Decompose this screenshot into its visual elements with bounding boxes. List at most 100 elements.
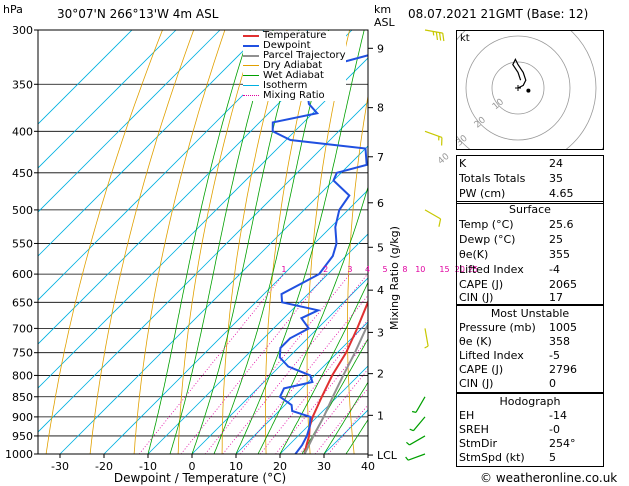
hodo-key: StmDir [459,437,498,450]
mixing-ratio-label: 8 [402,265,407,274]
dry-adiabat-line [306,30,350,454]
wind-barb-flag [409,428,414,432]
hodo-row: SREH -0 [456,423,604,438]
unstable-value: -5 [549,349,560,362]
surface-value: 25 [549,233,563,246]
unstable-value: 2796 [549,363,577,376]
legend-item: Dewpoint [243,41,346,51]
wind-barb-flag [405,456,409,461]
mixing-ratio-label: 10 [415,265,425,274]
unstable-value: 358 [549,335,570,348]
hodograph-title: Hodograph [499,395,561,408]
legend-swatch [243,35,259,37]
legend-item: Isotherm [243,81,346,91]
km-tick-label: 7 [377,151,384,164]
pressure-tick-label: 850 [12,391,33,404]
mixing-ratio-line [180,273,327,454]
dry-adiabat-line [221,30,288,454]
wet-adiabat-line [213,30,330,454]
legend-label: Temperature [263,30,327,41]
mixing-ratio-line [138,273,285,454]
index-value: 35 [549,172,563,185]
hodograph-ring-label: 40 [436,152,451,167]
mixing-ratio-label: 3 [347,265,352,274]
x-tick-label: 0 [189,460,196,473]
x-tick-label: 40 [361,460,375,473]
legend-swatch [243,75,259,76]
wind-barb-flag [438,32,442,41]
hodo-value: -14 [549,409,567,422]
dry-adiabat-line [133,30,226,454]
hodograph-panel [456,30,604,150]
unstable-row: Pressure (mb) 1005 [456,321,604,336]
isotherm-line [38,30,221,213]
wet-adiabat-line [279,281,368,454]
x-tick-label: 10 [229,460,243,473]
x-tick-label: -30 [51,460,69,473]
hodo-key: StmSpd (kt) [459,451,525,464]
mixing-ratio-label: 4 [365,265,370,274]
wet-adiabat-line [191,30,300,454]
surface-value: 17 [549,291,563,304]
mixing-ratio-line [240,294,368,454]
series-dewpoint [271,54,368,454]
x-tick-label: -10 [139,460,157,473]
dry-adiabat-line [265,30,319,454]
most-unstable-box [456,305,604,393]
pressure-tick-label: 700 [12,322,33,335]
index-value: 24 [549,157,563,170]
unstable-row: θe (K) 358 [456,335,604,350]
dry-adiabat-line [177,30,257,454]
hodo-key: EH [459,409,475,422]
pressure-tick-label: 450 [12,167,33,180]
storm-motion-marker [526,88,531,93]
pressure-tick-label: 600 [12,268,33,281]
surface-value: 2065 [549,278,577,291]
hodograph-trace [512,58,527,89]
mixing-ratio-line [299,368,368,454]
isotherm-line [279,365,368,454]
pressure-tick-label: 650 [12,296,33,309]
hodograph-box [456,393,604,467]
x-axis-label: Dewpoint / Temperature (°C) [114,471,286,485]
hodo-key: SREH [459,423,489,436]
wind-barb-flag [435,31,439,41]
asl-label: ASL [374,16,396,29]
mixing-ratio-label: 25 [468,265,478,274]
pressure-tick-label: 500 [12,204,33,217]
index-key: K [459,157,467,170]
wet-adiabat-line [257,185,368,454]
legend-item: Dry Adiabat [243,61,346,71]
index-row: K 24 [456,157,604,172]
wet-adiabat-line [323,381,368,454]
unstable-row: CAPE (J) 2796 [456,363,604,378]
pressure-tick-label: 800 [12,369,33,382]
mixing-ratio-label: 2 [323,265,328,274]
wet-adiabat-line [147,30,251,454]
copyright-footer: © weatheronline.co.uk [480,471,617,485]
km-tick-label: 4 [377,284,384,297]
km-tick-label: 8 [377,102,384,115]
legend-swatch [243,85,259,86]
legend-label: Parcel Trajectory [263,50,346,61]
surface-value: -4 [549,263,560,276]
wind-barb [424,328,429,347]
surface-key: θe(K) [459,248,489,261]
surface-row: CIN (J) 17 [456,291,604,306]
surface-value: 355 [549,248,570,261]
legend-swatch [243,65,259,66]
wind-barb-flag [406,441,410,446]
pressure-tick-label: 550 [12,237,33,250]
mixing-ratio-label: 20 [455,265,465,274]
legend-item: Temperature [243,31,346,41]
pressure-tick-label: 750 [12,347,33,360]
hodo-row: EH -14 [456,409,604,424]
wind-barb-flag [432,31,435,36]
wind-barb-flag [424,345,429,349]
unstable-key: Lifted Index [459,349,524,362]
legend-item: Wet Adiabat [243,71,346,81]
hodo-value: 254° [549,437,576,450]
hpa-label: hPa [3,3,23,16]
surface-key: Lifted Index [459,263,524,276]
datetime-title: 08.07.2021 21GMT (Base: 12) [408,7,588,21]
